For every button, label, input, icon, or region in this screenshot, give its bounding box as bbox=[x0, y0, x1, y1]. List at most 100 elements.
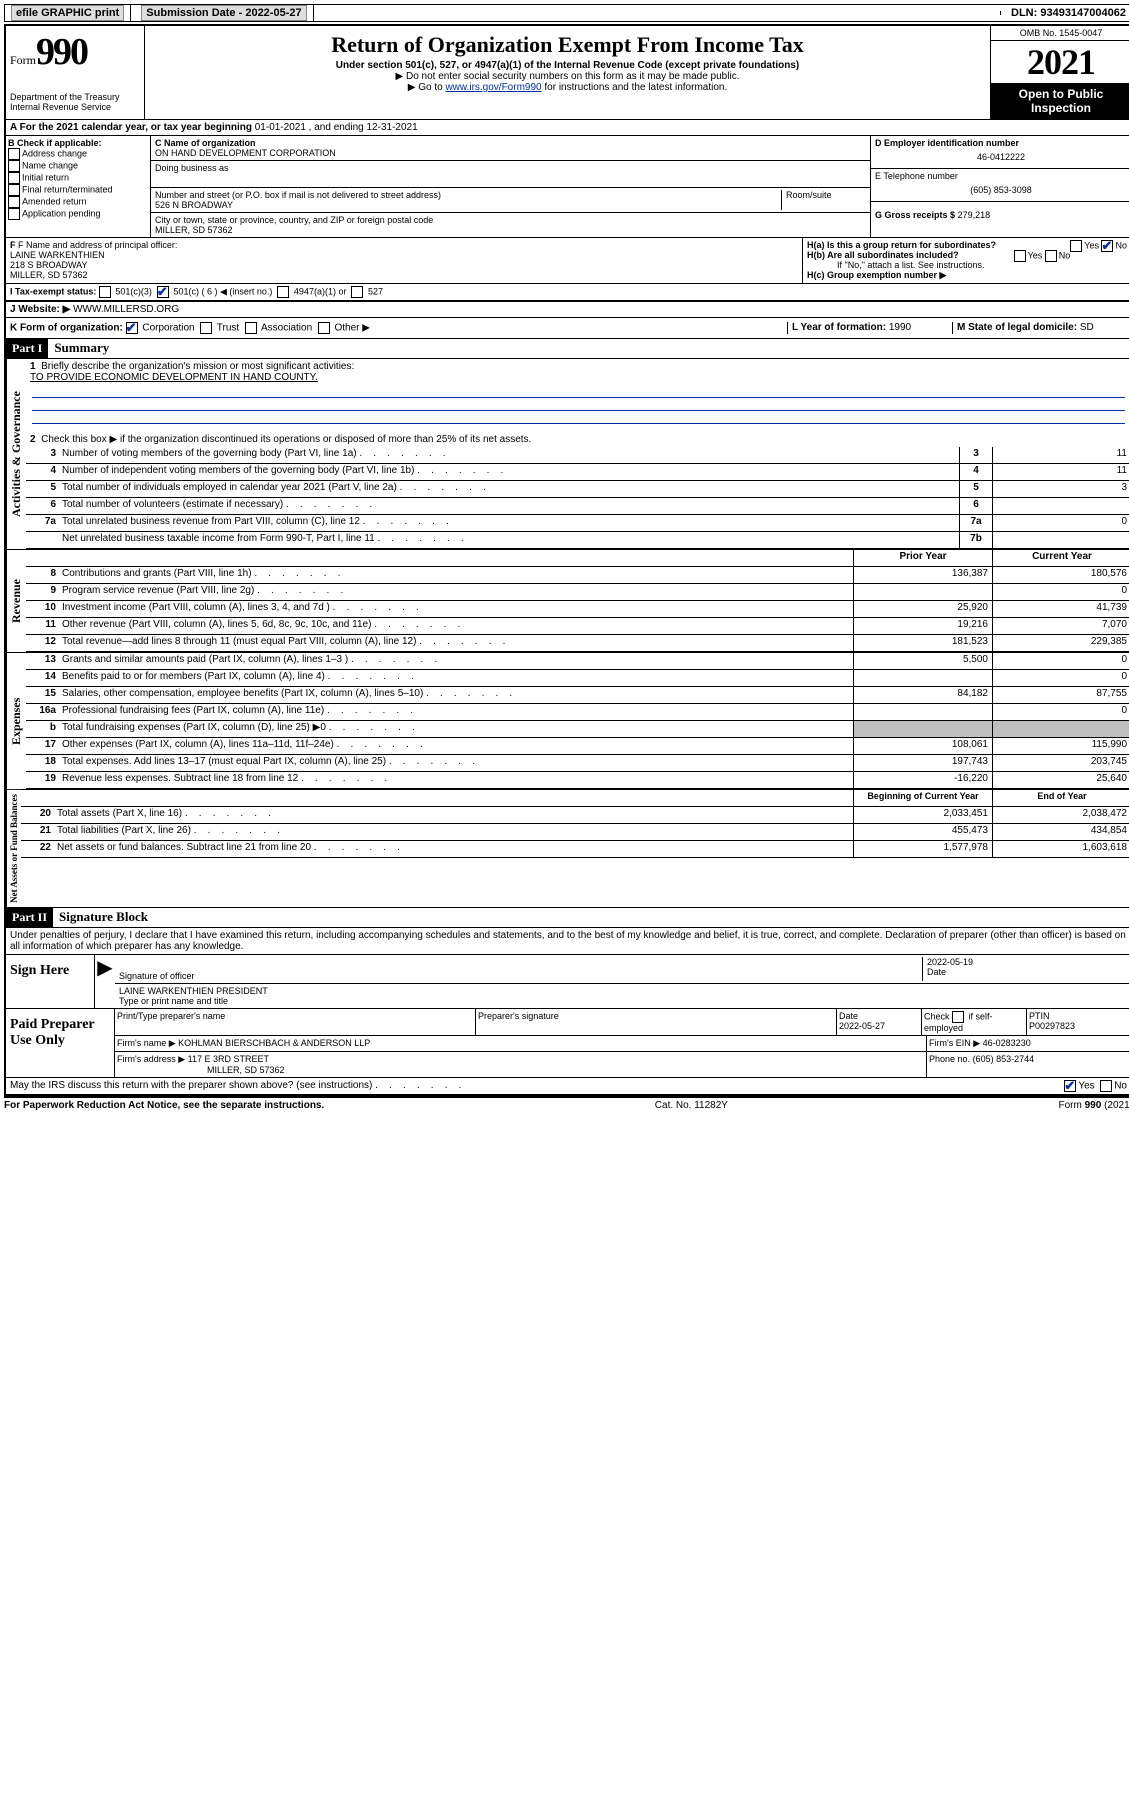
col-c: C Name of organization ON HAND DEVELOPME… bbox=[151, 136, 870, 237]
cb-discuss-no[interactable] bbox=[1100, 1080, 1112, 1092]
netassets-section: Net Assets or Fund Balances Beginning of… bbox=[6, 789, 1129, 907]
cb-app-pending[interactable] bbox=[8, 208, 20, 220]
cb-amended[interactable] bbox=[8, 196, 20, 208]
table-row: 11 Other revenue (Part VIII, column (A),… bbox=[26, 618, 1129, 635]
subtitle-3: ▶ Go to www.irs.gov/Form990 for instruct… bbox=[149, 82, 986, 93]
side-net: Net Assets or Fund Balances bbox=[6, 790, 21, 907]
cb-501c[interactable] bbox=[157, 286, 169, 298]
section-ij: I Tax-exempt status: 501(c)(3) 501(c) ( … bbox=[6, 284, 1129, 302]
irs-label: Internal Revenue Service bbox=[10, 102, 140, 112]
irs-link[interactable]: www.irs.gov/Form990 bbox=[445, 82, 541, 93]
footer: For Paperwork Reduction Act Notice, see … bbox=[4, 1098, 1129, 1113]
cb-527[interactable] bbox=[351, 286, 363, 298]
line-a: A For the 2021 calendar year, or tax yea… bbox=[6, 120, 1129, 136]
cb-hb-no[interactable] bbox=[1045, 250, 1057, 262]
cb-other[interactable] bbox=[318, 322, 330, 334]
table-row: 18 Total expenses. Add lines 13–17 (must… bbox=[26, 755, 1129, 772]
dept-label: Department of the Treasury bbox=[10, 92, 140, 102]
side-revenue: Revenue bbox=[6, 550, 26, 652]
col-deg: D Employer identification number 46-0412… bbox=[870, 136, 1129, 237]
part-i-header: Part ISummary bbox=[6, 339, 1129, 359]
table-row: 14 Benefits paid to or for members (Part… bbox=[26, 670, 1129, 687]
table-row: 21 Total liabilities (Part X, line 26) 4… bbox=[21, 824, 1129, 841]
table-row: 12 Total revenue—add lines 8 through 11 … bbox=[26, 635, 1129, 652]
side-expenses: Expenses bbox=[6, 653, 26, 789]
phone: (605) 853-3098 bbox=[875, 181, 1127, 199]
efile-button[interactable]: efile GRAPHIC print bbox=[11, 5, 124, 21]
form-container: Form990 Department of the Treasury Inter… bbox=[4, 24, 1129, 1098]
table-row: Net unrelated business taxable income fr… bbox=[26, 532, 1129, 549]
penalties-text: Under penalties of perjury, I declare th… bbox=[6, 928, 1129, 955]
revenue-section: Revenue Prior Year Current Year 8 Contri… bbox=[6, 549, 1129, 652]
table-row: 6 Total number of volunteers (estimate i… bbox=[26, 498, 1129, 515]
org-name: ON HAND DEVELOPMENT CORPORATION bbox=[155, 148, 866, 158]
cb-501c3[interactable] bbox=[99, 286, 111, 298]
table-row: 13 Grants and similar amounts paid (Part… bbox=[26, 653, 1129, 670]
cb-trust[interactable] bbox=[200, 322, 212, 334]
sign-here-block: Sign Here ▶ Signature of officer 2022-05… bbox=[6, 955, 1129, 1009]
table-row: 9 Program service revenue (Part VIII, li… bbox=[26, 584, 1129, 601]
cb-ha-no[interactable] bbox=[1101, 240, 1113, 252]
arrow-icon: ▶ bbox=[95, 955, 115, 1008]
expenses-section: Expenses 13 Grants and similar amounts p… bbox=[6, 652, 1129, 789]
sub-date: 2022-05-27 bbox=[245, 7, 301, 19]
year-formation: 1990 bbox=[889, 322, 911, 333]
subtitle-2: ▶ Do not enter social security numbers o… bbox=[149, 71, 986, 82]
table-row: 16a Professional fundraising fees (Part … bbox=[26, 704, 1129, 721]
website: WWW.MILLERSD.ORG bbox=[73, 304, 179, 315]
table-row: 5 Total number of individuals employed i… bbox=[26, 481, 1129, 498]
cb-final-return[interactable] bbox=[8, 184, 20, 196]
col-b: B Check if applicable: Address change Na… bbox=[6, 136, 151, 237]
section-bcdeg: B Check if applicable: Address change Na… bbox=[6, 136, 1129, 238]
top-bar: efile GRAPHIC print Submission Date - 20… bbox=[4, 4, 1129, 22]
table-row: 8 Contributions and grants (Part VIII, l… bbox=[26, 567, 1129, 584]
table-row: 15 Salaries, other compensation, employe… bbox=[26, 687, 1129, 704]
table-row: 22 Net assets or fund balances. Subtract… bbox=[21, 841, 1129, 858]
firm-ein: 46-0283230 bbox=[983, 1038, 1031, 1048]
form-990-label: Form990 bbox=[10, 30, 140, 74]
table-row: 4 Number of independent voting members o… bbox=[26, 464, 1129, 481]
section-klm: K Form of organization: Corporation Trus… bbox=[6, 318, 1129, 339]
table-row: 10 Investment income (Part VIII, column … bbox=[26, 601, 1129, 618]
officer-name-title: LAINE WARKENTHIEN PRESIDENT bbox=[119, 986, 1127, 996]
line-j: J Website: ▶ WWW.MILLERSD.ORG bbox=[6, 302, 1129, 318]
firm-name: KOHLMAN BIERSCHBACH & ANDERSON LLP bbox=[178, 1038, 370, 1048]
gross-receipts: 279,218 bbox=[958, 210, 991, 220]
subtitle-1: Under section 501(c), 527, or 4947(a)(1)… bbox=[149, 60, 986, 71]
cb-corp[interactable] bbox=[126, 322, 138, 334]
governance-section: Activities & Governance 1 Briefly descri… bbox=[6, 359, 1129, 549]
firm-phone: (605) 853-2744 bbox=[973, 1054, 1035, 1064]
cb-ha-yes[interactable] bbox=[1070, 240, 1082, 252]
city: MILLER, SD 57362 bbox=[155, 225, 866, 235]
mission: TO PROVIDE ECONOMIC DEVELOPMENT IN HAND … bbox=[30, 372, 318, 383]
cb-4947[interactable] bbox=[277, 286, 289, 298]
cb-name-change[interactable] bbox=[8, 160, 20, 172]
paid-preparer-block: Paid Preparer Use Only Print/Type prepar… bbox=[6, 1009, 1129, 1078]
side-governance: Activities & Governance bbox=[6, 359, 26, 549]
cb-initial-return[interactable] bbox=[8, 172, 20, 184]
part-ii-header: Part IISignature Block bbox=[6, 907, 1129, 928]
cb-hb-yes[interactable] bbox=[1014, 250, 1026, 262]
table-row: 17 Other expenses (Part IX, column (A), … bbox=[26, 738, 1129, 755]
dln-value: 93493147004062 bbox=[1040, 7, 1126, 19]
cb-assoc[interactable] bbox=[245, 322, 257, 334]
table-row: 7a Total unrelated business revenue from… bbox=[26, 515, 1129, 532]
street: 526 N BROADWAY bbox=[155, 200, 781, 210]
section-fh: F F Name and address of principal office… bbox=[6, 238, 1129, 284]
tax-year: 2021 bbox=[991, 41, 1129, 83]
table-row: 20 Total assets (Part X, line 16) 2,033,… bbox=[21, 807, 1129, 824]
open-public: Open to Public Inspection bbox=[991, 83, 1129, 119]
submission-button[interactable]: Submission Date - 2022-05-27 bbox=[141, 5, 306, 21]
cb-address-change[interactable] bbox=[8, 148, 20, 160]
officer-name: LAINE WARKENTHIEN bbox=[10, 250, 798, 260]
cb-self-employed[interactable] bbox=[952, 1011, 964, 1023]
sign-date: 2022-05-19 bbox=[927, 957, 1127, 967]
omb-number: OMB No. 1545-0047 bbox=[991, 26, 1129, 41]
ptin: P00297823 bbox=[1029, 1021, 1075, 1031]
state-domicile: SD bbox=[1080, 322, 1094, 333]
form-header: Form990 Department of the Treasury Inter… bbox=[6, 26, 1129, 120]
cb-discuss-yes[interactable] bbox=[1064, 1080, 1076, 1092]
form-title: Return of Organization Exempt From Incom… bbox=[149, 32, 986, 58]
ein: 46-0412222 bbox=[875, 148, 1127, 166]
table-row: b Total fundraising expenses (Part IX, c… bbox=[26, 721, 1129, 738]
